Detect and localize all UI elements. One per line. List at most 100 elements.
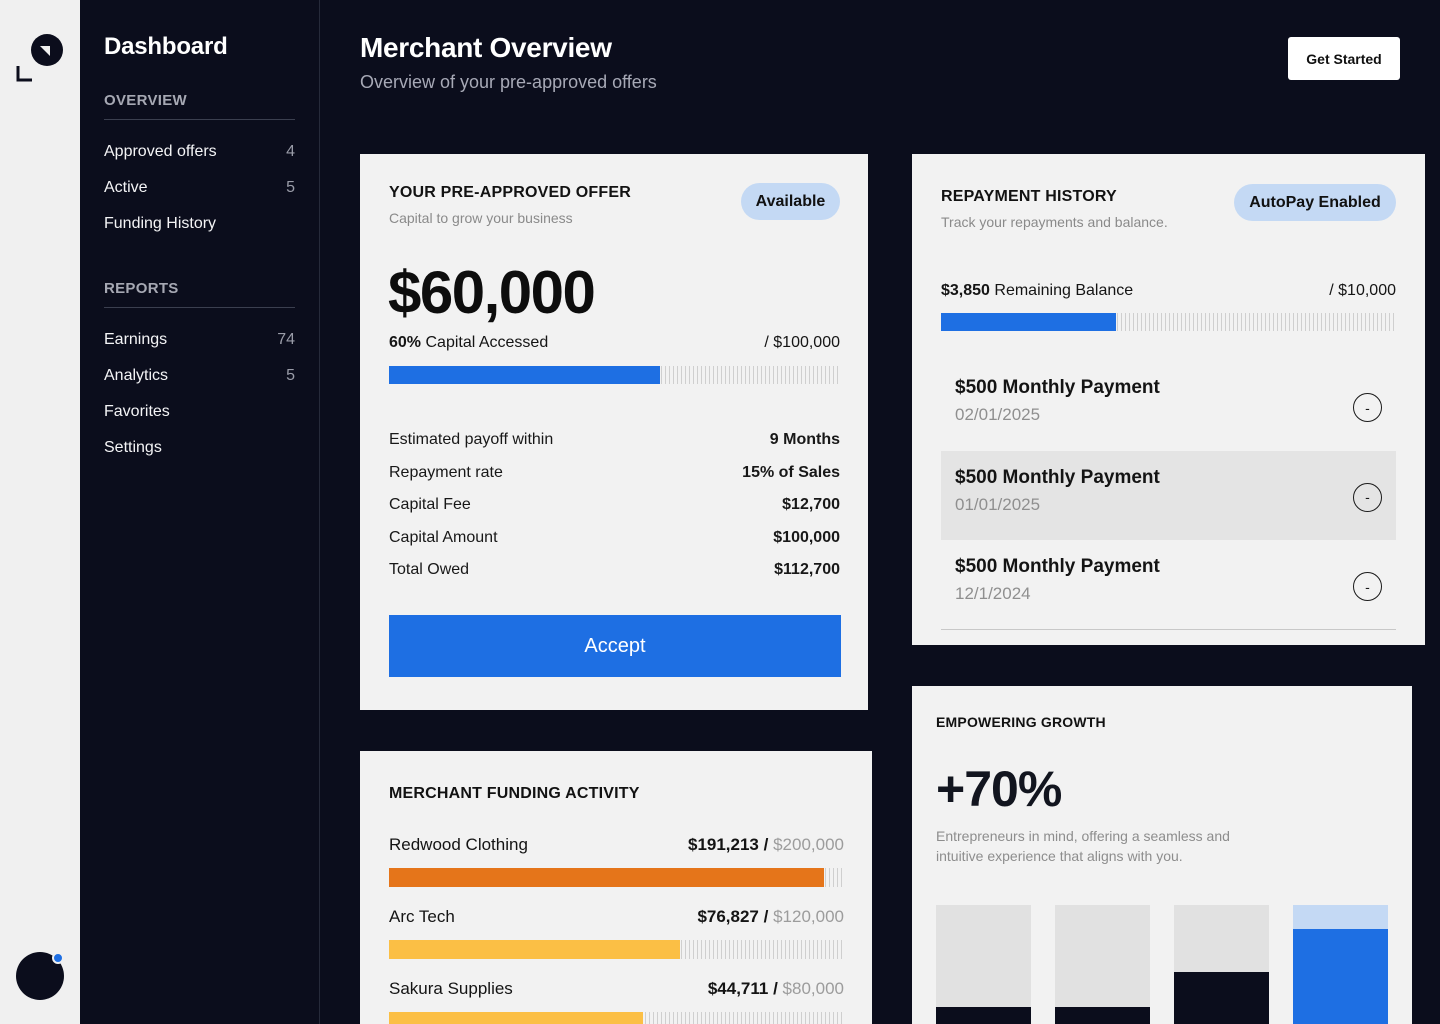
term-row: Capital Amount $100,000 xyxy=(389,522,840,555)
funded-separator: / xyxy=(763,907,769,926)
funding-row[interactable]: Sakura Supplies $44,711 / $80,000 xyxy=(389,979,844,1024)
growth-bar-fill xyxy=(1174,971,1269,1024)
payment-item[interactable]: $500 Monthly Payment 01/01/2025 - xyxy=(941,450,1396,540)
payment-title: $500 Monthly Payment xyxy=(955,377,1160,398)
offer-subheading: Capital to grow your business xyxy=(389,210,573,226)
offer-terms: Estimated payoff within 9 Months Repaymen… xyxy=(389,424,840,587)
merchant-name: Sakura Supplies xyxy=(389,979,513,998)
accessed-percent: 60% xyxy=(389,334,422,351)
empowering-growth-card: EMPOWERING GROWTH +70% Entrepreneurs in … xyxy=(912,686,1412,1024)
growth-bar-fill xyxy=(1293,929,1388,1024)
term-label: Capital Fee xyxy=(389,496,471,514)
sidebar-item-label: Active xyxy=(104,179,148,196)
sidebar: Dashboard OVERVIEW Approved offers 4 Act… xyxy=(80,0,320,1024)
pre-approved-offer-card: YOUR PRE-APPROVED OFFER Capital to grow … xyxy=(360,154,868,710)
term-label: Estimated payoff within xyxy=(389,431,554,449)
funding-progress xyxy=(389,940,844,959)
funded-amount: $44,711 xyxy=(707,979,769,998)
sidebar-item-label: Earnings xyxy=(104,331,168,348)
sidebar-title: Dashboard xyxy=(104,33,228,60)
overview-heading: OVERVIEW xyxy=(104,92,295,120)
collapse-icon[interactable]: - xyxy=(1353,572,1382,601)
term-value: 9 Months xyxy=(769,431,840,449)
payment-list: $500 Monthly Payment 02/01/2025 - $500 M… xyxy=(941,361,1396,630)
accessed-label: Capital Accessed xyxy=(425,334,549,351)
accept-button[interactable]: Accept xyxy=(389,615,841,677)
sidebar-item-earnings[interactable]: Earnings 74 xyxy=(104,322,295,358)
available-badge: Available xyxy=(741,183,840,220)
growth-bar-fill xyxy=(936,1006,1031,1024)
term-label: Capital Amount xyxy=(389,528,498,546)
icon-rail xyxy=(0,0,80,1024)
repayment-heading: REPAYMENT HISTORY xyxy=(941,188,1117,205)
sidebar-item-funding-history[interactable]: Funding History xyxy=(104,206,295,242)
sidebar-item-approved-offers[interactable]: Approved offers 4 xyxy=(104,134,295,170)
growth-description: Entrepreneurs in mind, offering a seamle… xyxy=(936,828,1230,864)
sidebar-item-label: Favorites xyxy=(104,403,170,420)
funding-list: Redwood Clothing $191,213 / $200,000 Arc… xyxy=(389,835,844,1024)
sidebar-item-settings[interactable]: Settings xyxy=(104,430,295,466)
term-row: Total Owed $112,700 xyxy=(389,554,840,587)
sidebar-item-label: Settings xyxy=(104,439,162,456)
funding-row[interactable]: Arc Tech $76,827 / $120,000 xyxy=(389,907,844,979)
repayment-subheading: Track your repayments and balance. xyxy=(941,214,1168,230)
funded-amount: $191,213 xyxy=(687,835,759,854)
sidebar-item-analytics[interactable]: Analytics 5 xyxy=(104,358,295,394)
growth-bar xyxy=(1174,905,1269,1024)
payment-date: 12/1/2024 xyxy=(955,584,1031,603)
payment-title: $500 Monthly Payment xyxy=(955,466,1160,488)
funded-separator: / xyxy=(773,979,778,998)
sidebar-item-active[interactable]: Active 5 xyxy=(104,170,295,206)
funded-separator: / xyxy=(763,835,769,854)
sidebar-item-label: Analytics xyxy=(104,367,169,384)
sidebar-item-label: Funding History xyxy=(104,215,217,232)
sidebar-item-count: 5 xyxy=(286,179,295,196)
sidebar-item-count: 4 xyxy=(286,143,295,160)
offer-amount: $60,000 xyxy=(388,259,596,326)
merchant-name: Redwood Clothing xyxy=(389,835,528,854)
growth-bar xyxy=(936,905,1031,1024)
balance-total: / $10,000 xyxy=(1329,282,1396,299)
growth-value: +70% xyxy=(936,761,1062,817)
balance-amount: $3,850 xyxy=(941,282,990,299)
payment-item[interactable]: $500 Monthly Payment 12/1/2024 - xyxy=(941,540,1396,630)
growth-heading: EMPOWERING GROWTH xyxy=(936,714,1106,730)
get-started-button[interactable]: Get Started xyxy=(1288,37,1400,80)
funding-cap: $120,000 xyxy=(773,907,844,926)
growth-bar xyxy=(1293,905,1388,1024)
offer-heading: YOUR PRE-APPROVED OFFER xyxy=(389,184,631,201)
funding-progress-fill xyxy=(389,868,824,887)
autopay-badge: AutoPay Enabled xyxy=(1234,184,1396,221)
payment-title: $500 Monthly Payment xyxy=(955,556,1160,577)
capital-accessed-row: 60% Capital Accessed / $100,000 xyxy=(389,334,840,352)
remaining-balance-row: $3,850 Remaining Balance / $10,000 xyxy=(941,282,1396,300)
sidebar-item-count: 74 xyxy=(277,331,295,348)
funding-progress-fill xyxy=(389,1012,644,1024)
capital-accessed-progress-fill xyxy=(389,366,660,384)
term-row: Capital Fee $12,700 xyxy=(389,489,840,522)
funded-amount: $76,827 xyxy=(697,907,759,926)
page-subtitle: Overview of your pre-approved offers xyxy=(360,72,657,92)
term-value: $112,700 xyxy=(774,561,840,579)
merchant-funding-activity-card: MERCHANT FUNDING ACTIVITY Redwood Clothi… xyxy=(360,751,872,1024)
funding-row[interactable]: Redwood Clothing $191,213 / $200,000 xyxy=(389,835,844,907)
term-label: Repayment rate xyxy=(389,463,503,481)
capital-accessed-progress xyxy=(389,366,840,384)
funding-cap: $200,000 xyxy=(773,835,844,854)
funding-progress xyxy=(389,868,844,887)
collapse-icon[interactable]: - xyxy=(1353,482,1382,512)
balance-label: Remaining Balance xyxy=(994,282,1134,299)
sidebar-item-favorites[interactable]: Favorites xyxy=(104,394,295,430)
reports-heading: REPORTS xyxy=(104,280,295,308)
brand-logo-icon[interactable] xyxy=(16,34,64,82)
term-value: 15% of Sales xyxy=(742,463,840,481)
collapse-icon[interactable]: - xyxy=(1353,393,1382,422)
accessed-total: / $100,000 xyxy=(764,334,840,351)
notification-dot xyxy=(52,952,64,964)
term-row: Repayment rate 15% of Sales xyxy=(389,457,840,490)
payment-item[interactable]: $500 Monthly Payment 02/01/2025 - xyxy=(941,361,1396,451)
payment-date: 01/01/2025 xyxy=(955,494,1041,514)
merchant-name: Arc Tech xyxy=(389,907,455,926)
balance-progress-fill xyxy=(941,313,1117,331)
term-label: Total Owed xyxy=(389,561,470,579)
